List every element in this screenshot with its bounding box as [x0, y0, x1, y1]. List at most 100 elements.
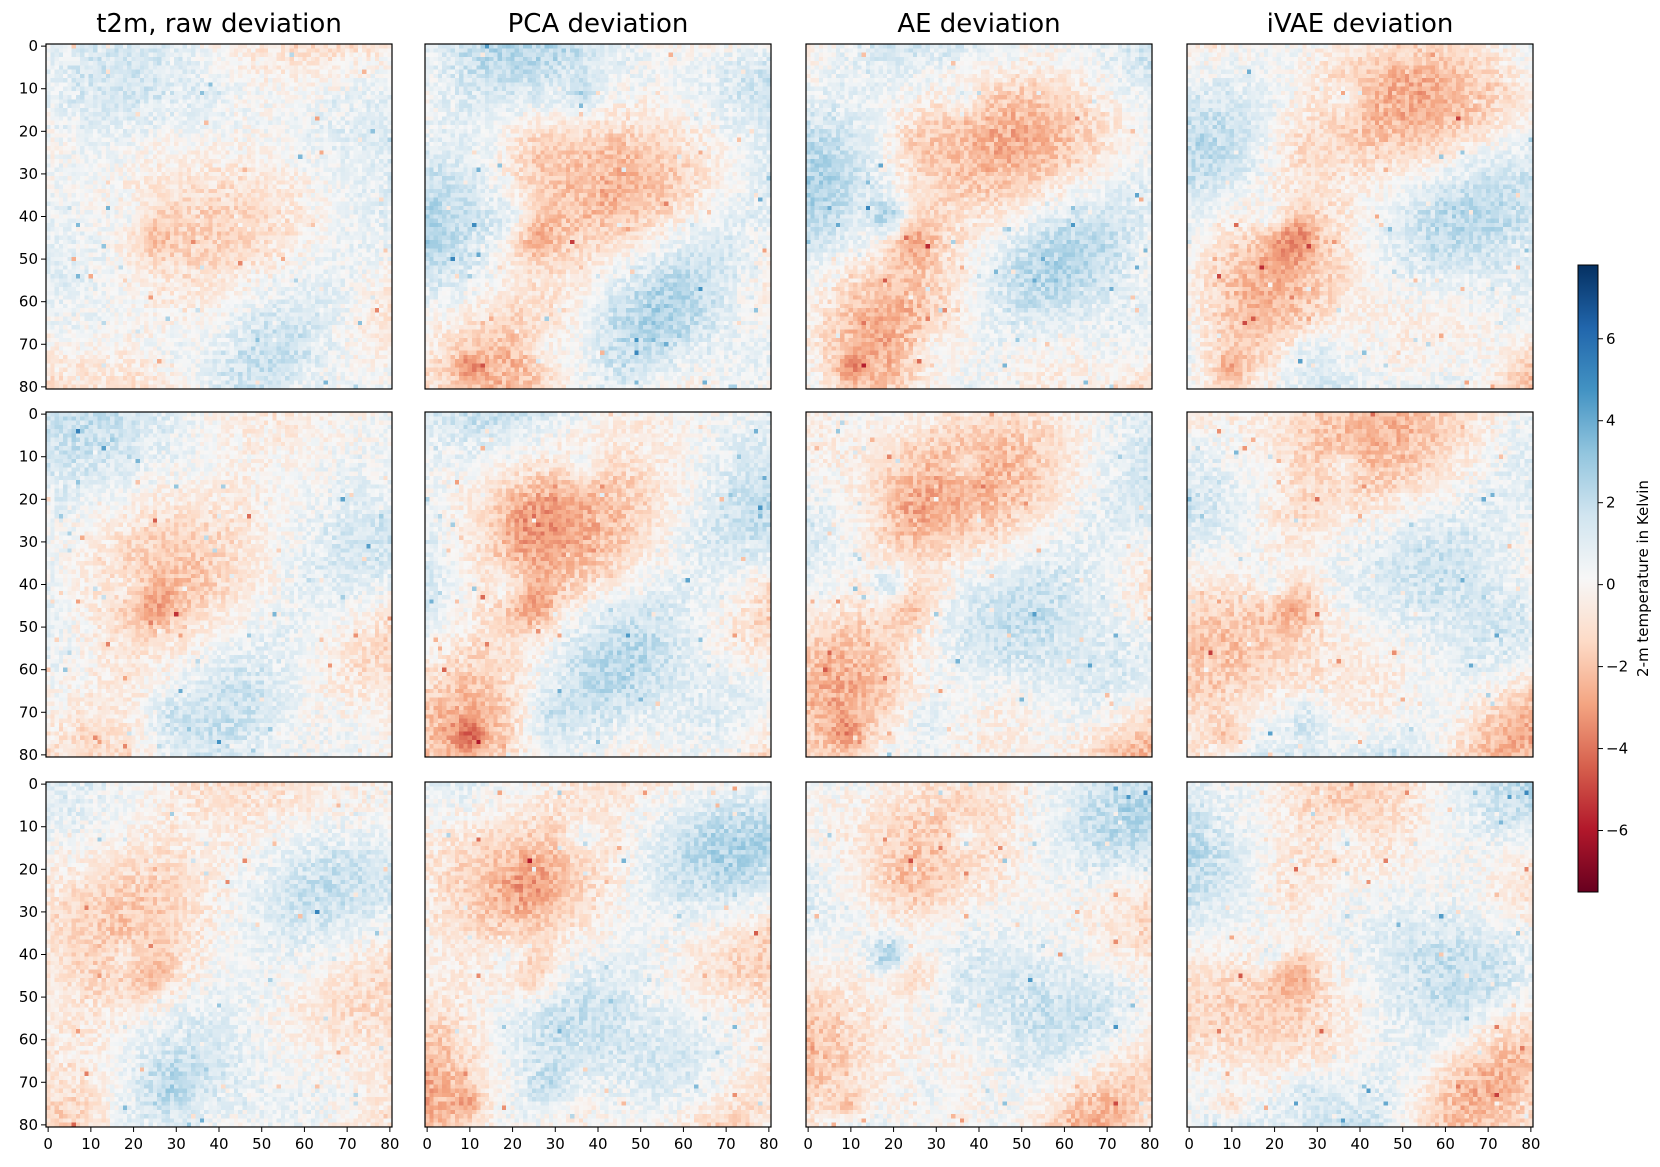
y-tick-label: 30	[19, 533, 38, 551]
y-tick-label: 50	[19, 618, 38, 636]
x-tick-label: 60	[1436, 1135, 1455, 1153]
x-tick-label: 40	[1350, 1135, 1369, 1153]
x-tick-label: 80	[759, 1135, 778, 1153]
heatmap-image	[806, 44, 1152, 389]
heatmap-panel: 0 10 20 30 40 50 60 70 80	[803, 781, 1159, 1153]
x-tick-label: 30	[1308, 1135, 1327, 1153]
colorbar: 6 4 2 0 −2 −4 −6 2-m temperature in Kelvin	[1577, 264, 1652, 893]
heatmap-image	[46, 412, 392, 757]
column-title: AE deviation	[897, 9, 1060, 39]
y-tick-label: 10	[19, 818, 38, 836]
x-tick-label: 40	[969, 1135, 988, 1153]
colorbar-tick-label: −4	[1606, 740, 1628, 758]
x-tick-label: 70	[1479, 1135, 1498, 1153]
y-tick-label: 20	[19, 490, 38, 508]
column-title: t2m, raw deviation	[96, 9, 342, 39]
x-tick-label: 30	[927, 1135, 946, 1153]
x-tick-label: 30	[167, 1135, 186, 1153]
x-tick-label: 60	[295, 1135, 314, 1153]
colorbar-gradient	[1577, 264, 1599, 893]
x-tick-label: 70	[717, 1135, 736, 1153]
panel-frame	[1186, 411, 1534, 758]
y-tick-label: 30	[19, 903, 38, 921]
x-tick-label: 0	[422, 1135, 432, 1153]
heatmap-panel	[805, 411, 1153, 758]
column-title: PCA deviation	[508, 9, 689, 39]
x-tick-label: 10	[1222, 1135, 1241, 1153]
heatmap-image	[46, 44, 392, 389]
y-tick-label: 70	[19, 335, 38, 353]
heatmap-panel: 0 10 20 30 40 50 60 70 80	[19, 405, 393, 764]
x-tick-label: 80	[1521, 1135, 1540, 1153]
heatmap-panel	[1186, 411, 1534, 758]
x-tick-label: 50	[252, 1135, 271, 1153]
x-tick-label: 30	[546, 1135, 565, 1153]
heatmap-image	[425, 44, 771, 389]
heatmap-panel	[424, 411, 772, 758]
x-tick-label: 20	[1265, 1135, 1284, 1153]
x-tick-label: 40	[588, 1135, 607, 1153]
y-tick-label: 10	[19, 448, 38, 466]
x-tick-label: 50	[1393, 1135, 1412, 1153]
heatmap-panel: 0 10 20 30 40 50 60 70 80	[422, 781, 778, 1153]
heatmap-panel: 0 10 20 30 40 50 60 70 80 0 10 20 30 40 50 60 70 80	[19, 775, 400, 1153]
colorbar-label: 2-m temperature in Kelvin	[1634, 480, 1652, 677]
heatmap-image	[806, 412, 1152, 757]
heatmap-image	[425, 412, 771, 757]
heatmap-image	[46, 782, 392, 1127]
colorbar-tick-label: 0	[1606, 576, 1616, 594]
heatmap-panel	[805, 43, 1153, 390]
x-tick-label: 0	[1184, 1135, 1194, 1153]
y-tick-label: 0	[28, 775, 38, 793]
x-tick-label: 0	[43, 1135, 53, 1153]
y-tick-label: 40	[19, 576, 38, 594]
y-tick-label: 70	[19, 1073, 38, 1091]
heatmap-image	[425, 782, 771, 1127]
colorbar-tick-label: 2	[1606, 494, 1616, 512]
y-tick-label: 50	[19, 988, 38, 1006]
y-tick-label: 60	[19, 1031, 38, 1049]
y-tick-label: 80	[19, 746, 38, 764]
y-tick-label: 40	[19, 208, 38, 226]
panel-frame	[805, 43, 1153, 390]
x-tick-label: 10	[841, 1135, 860, 1153]
x-tick-label: 0	[803, 1135, 813, 1153]
y-tick-label: 0	[28, 37, 38, 55]
panel-frame	[424, 43, 772, 390]
panel-frame	[805, 411, 1153, 758]
heatmap-panel	[424, 43, 772, 390]
x-tick-label: 80	[380, 1135, 399, 1153]
heatmap-panel: 0 10 20 30 40 50 60 70 80	[1184, 781, 1540, 1153]
y-tick-label: 20	[19, 860, 38, 878]
heatmap-image	[1187, 412, 1533, 757]
y-tick-label: 60	[19, 293, 38, 311]
column-titles: t2m, raw deviation PCA deviation AE deviat…	[96, 9, 1453, 39]
x-tick-label: 50	[1012, 1135, 1031, 1153]
y-tick-label: 70	[19, 703, 38, 721]
x-tick-label: 10	[81, 1135, 100, 1153]
heatmap-panels: 0 10 20 30 40 50 60 70 80 0 10 20 30 40 50 60 70 80 0 10 20 3…	[19, 37, 1541, 1153]
heatmap-panel	[1186, 43, 1534, 390]
x-tick-label: 60	[674, 1135, 693, 1153]
x-tick-label: 20	[503, 1135, 522, 1153]
heatmap-image	[806, 782, 1152, 1127]
x-tick-label: 40	[209, 1135, 228, 1153]
x-tick-label: 20	[124, 1135, 143, 1153]
column-title: iVAE deviation	[1267, 9, 1454, 39]
x-tick-label: 50	[631, 1135, 650, 1153]
y-tick-label: 80	[19, 378, 38, 396]
x-tick-label: 70	[1098, 1135, 1117, 1153]
colorbar-tick-label: −2	[1606, 658, 1628, 676]
colorbar-tick-label: −6	[1606, 822, 1628, 840]
colorbar-tick-label: 6	[1606, 330, 1616, 348]
panel-frame	[1186, 43, 1534, 390]
y-tick-label: 20	[19, 122, 38, 140]
heatmap-image	[1187, 44, 1533, 389]
heatmap-panel: 0 10 20 30 40 50 60 70 80	[19, 37, 393, 396]
colorbar-tick-label: 4	[1606, 412, 1616, 430]
x-tick-label: 70	[338, 1135, 357, 1153]
x-tick-label: 80	[1140, 1135, 1159, 1153]
x-tick-label: 10	[460, 1135, 479, 1153]
x-tick-label: 20	[884, 1135, 903, 1153]
